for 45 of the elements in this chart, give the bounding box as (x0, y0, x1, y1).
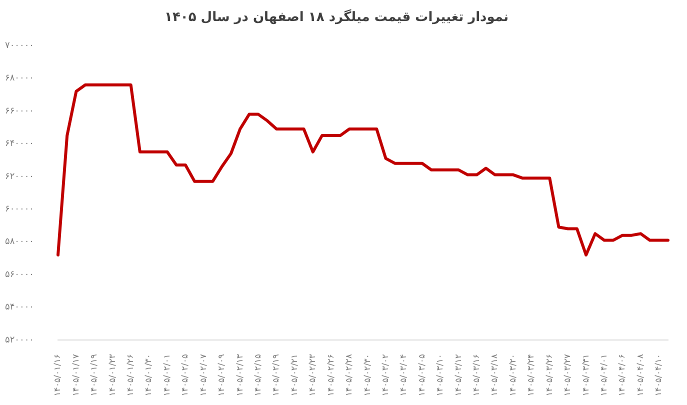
x-tick-label: ۱۴۰۵/۰۳/۲۴ (526, 354, 537, 396)
x-tick-label: ۱۴۰۵/۰۲/۰۷ (198, 354, 209, 396)
y-tick-label: ۶۴۰۰۰۰ (5, 139, 34, 150)
y-tick-label: ۵۶۰۰۰۰ (5, 270, 34, 280)
x-tick-label: ۱۴۰۵/۰۳/۱۶ (472, 354, 482, 396)
x-tick-label: ۱۴۰۵/۰۲/۰۹ (217, 354, 228, 396)
x-tick-label: ۱۴۰۵/۰۳/۰۲ (380, 354, 391, 396)
chart-title: نمودار تغییرات قیمت میلگرد ۱۸ اصفهان در سال ۱۴۰۵ (164, 9, 508, 26)
y-tick-label: ۶۰۰۰۰۰ (5, 204, 34, 214)
y-tick-label: ۵۸۰۰۰۰ (5, 237, 34, 248)
y-tick-label: ۶۲۰۰۰۰ (5, 172, 34, 182)
x-tick-label: ۱۴۰۵/۰۲/۱۹ (272, 354, 282, 396)
x-tick-label: ۱۴۰۵/۰۳/۰۵ (417, 354, 428, 396)
x-tick-label: ۱۴۰۵/۰۲/۲۳ (308, 354, 318, 396)
x-tick-label: ۱۴۰۵/۰۳/۱۲ (454, 354, 464, 396)
x-tick-label: ۱۴۰۵/۰۳/۲۶ (544, 354, 555, 396)
x-tick-label: ۱۴۰۵/۰۲/۰۱ (162, 354, 172, 396)
x-tick-label: ۱۴۰۵/۰۱/۲۳ (108, 354, 118, 396)
x-tick-label: ۱۴۰۵/۰۴/۰۱ (599, 354, 610, 396)
x-tick-label: ۱۴۰۵/۰۲/۱۳ (235, 354, 246, 396)
y-tick-label: ۵۴۰۰۰۰ (5, 302, 34, 313)
x-tick-label: ۱۴۰۵/۰۱/۱۶ (53, 354, 64, 396)
x-tick-label: ۱۴۰۵/۰۱/۲۶ (126, 354, 136, 396)
x-tick-label: ۱۴۰۵/۰۲/۱۵ (254, 354, 264, 396)
x-tick-label: ۱۴۰۵/۰۱/۱۹ (90, 354, 100, 396)
x-tick-label: ۱۴۰۵/۰۲/۰۵ (180, 354, 191, 396)
x-tick-label: ۱۴۰۵/۰۱/۳۰ (144, 354, 154, 396)
x-tick-label: ۱۴۰۵/۰۳/۱۸ (490, 354, 500, 396)
x-tick-label: ۱۴۰۵/۰۳/۲۰ (508, 354, 518, 396)
x-tick-label: ۱۴۰۵/۰۳/۲۷ (563, 354, 574, 396)
x-tick-label: ۱۴۰۵/۰۴/۰۶ (618, 354, 628, 396)
x-tick-label: ۱۴۰۵/۰۴/۱۰ (654, 354, 664, 396)
x-tick-label: ۱۴۰۵/۰۳/۳۱ (581, 354, 592, 396)
y-tick-label: ۶۶۰۰۰۰ (5, 106, 34, 116)
x-tick-label: ۱۴۰۵/۰۱/۱۷ (71, 354, 82, 396)
x-tick-label: ۱۴۰۵/۰۲/۲۸ (344, 354, 355, 396)
x-tick-label: ۱۴۰۵/۰۲/۲۶ (326, 354, 336, 396)
x-tick-label: ۱۴۰۵/۰۳/۱۰ (436, 354, 446, 396)
x-tick-label: ۱۴۰۵/۰۳/۰۴ (399, 354, 410, 396)
x-tick-label: ۱۴۰۵/۰۲/۳۰ (362, 354, 373, 396)
y-tick-label: ۵۲۰۰۰۰ (5, 335, 34, 346)
y-tick-label: ۶۸۰۰۰۰ (5, 74, 34, 84)
x-tick-label: ۱۴۰۵/۰۲/۲۱ (290, 354, 300, 396)
y-tick-label: ۷۰۰۰۰۰ (5, 40, 34, 51)
x-tick-label: ۱۴۰۵/۰۴/۰۸ (636, 354, 646, 396)
